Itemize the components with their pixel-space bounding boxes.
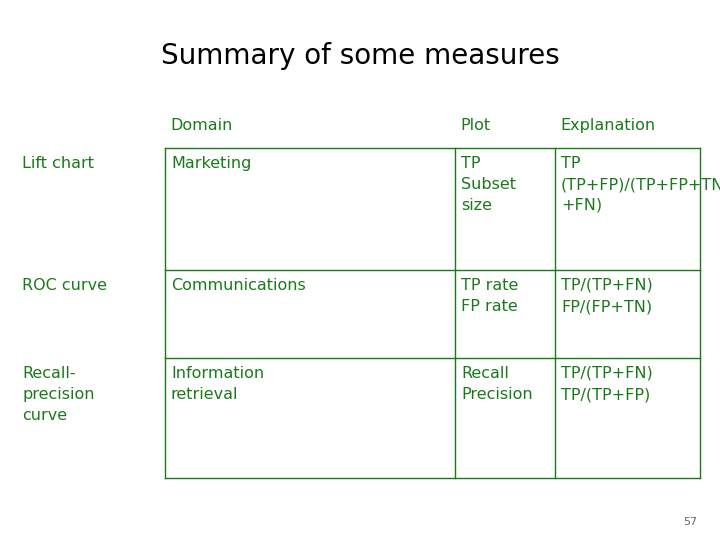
Text: TP/(TP+FN)
FP/(FP+TN): TP/(TP+FN) FP/(FP+TN)	[561, 278, 653, 314]
Text: ROC curve: ROC curve	[22, 278, 107, 293]
Text: Plot: Plot	[460, 118, 490, 133]
Text: Domain: Domain	[170, 118, 233, 133]
Text: TP
(TP+FP)/(TP+FP+TN
+FN): TP (TP+FP)/(TP+FP+TN +FN)	[561, 156, 720, 213]
Text: TP/(TP+FN)
TP/(TP+FP): TP/(TP+FN) TP/(TP+FP)	[561, 366, 653, 402]
Text: Information
retrieval: Information retrieval	[171, 366, 264, 402]
Text: Marketing: Marketing	[171, 156, 251, 171]
Text: Explanation: Explanation	[560, 118, 655, 133]
Text: TP rate
FP rate: TP rate FP rate	[461, 278, 518, 314]
Text: 57: 57	[683, 517, 697, 527]
Text: Communications: Communications	[171, 278, 306, 293]
Text: Summary of some measures: Summary of some measures	[161, 42, 559, 70]
Text: Recall-
precision
curve: Recall- precision curve	[22, 366, 94, 423]
Text: TP
Subset
size: TP Subset size	[461, 156, 516, 213]
Text: Recall
Precision: Recall Precision	[461, 366, 533, 402]
Text: Lift chart: Lift chart	[22, 156, 94, 171]
